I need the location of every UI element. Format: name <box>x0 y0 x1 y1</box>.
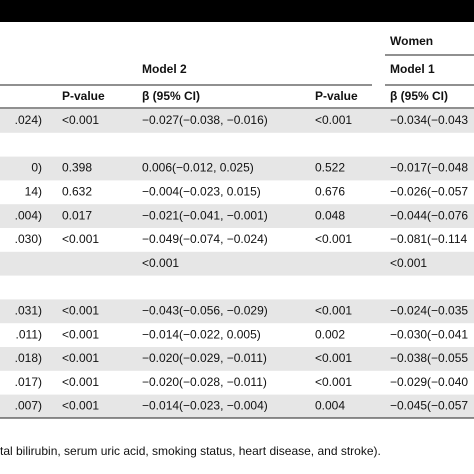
row-shade <box>0 251 474 276</box>
cell: −0.038(−0.055 <box>390 351 468 365</box>
cell: .011) <box>16 327 42 341</box>
cell: −0.044(−0.076 <box>390 208 468 222</box>
cell: .031) <box>15 303 42 317</box>
table-body: .024) <0.001 −0.027(−0.038, −0.016) <0.001 −… <box>0 109 474 419</box>
model-header: Model 1 <box>390 62 435 76</box>
group-header: Women <box>390 34 433 48</box>
cell: 0.398 <box>62 161 92 175</box>
cell: .004) <box>15 208 42 222</box>
cell: .018) <box>15 351 42 365</box>
cell: <0.001 <box>315 351 352 365</box>
cell: −0.014(−0.022, 0.005) <box>142 327 261 341</box>
row-shade <box>0 109 474 133</box>
cell: 0) <box>31 161 42 175</box>
cell: .030) <box>15 232 42 246</box>
cell: 0.522 <box>315 161 345 175</box>
cell: <0.001 <box>142 256 179 270</box>
cell: <0.001 <box>62 399 99 413</box>
column-header: P-value <box>315 89 358 103</box>
row-shade <box>0 347 474 371</box>
cell: −0.024(−0.035 <box>390 303 468 317</box>
cell: .007) <box>15 399 42 413</box>
cell: −0.026(−0.057 <box>390 184 468 198</box>
column-header: β (95% CI) <box>142 89 200 103</box>
top-bar <box>0 0 474 22</box>
model-header: Model 2 <box>142 62 187 76</box>
cell: <0.001 <box>315 375 352 389</box>
cell: <0.001 <box>315 113 352 127</box>
cell: −0.020(−0.029, −0.011) <box>142 351 267 365</box>
cell: −0.049(−0.074, −0.024) <box>142 232 268 246</box>
cell: 0.632 <box>62 184 92 198</box>
cell: −0.034(−0.043 <box>390 113 468 127</box>
row-shade <box>0 156 474 181</box>
column-header: β (95% CI) <box>390 89 448 103</box>
cell: −0.029(−0.040 <box>390 375 468 389</box>
cell: <0.001 <box>62 303 99 317</box>
cell: −0.021(−0.041, −0.001) <box>142 208 268 222</box>
row-shade <box>0 299 474 324</box>
cell: <0.001 <box>62 351 99 365</box>
cell: −0.017(−0.048 <box>390 161 468 175</box>
cell: <0.001 <box>315 232 352 246</box>
cell: 0.017 <box>62 208 92 222</box>
cell: −0.020(−0.028, −0.011) <box>142 375 267 389</box>
cell: <0.001 <box>62 375 99 389</box>
cell: 14) <box>25 184 42 198</box>
footnote: tal bilirubin, serum uric acid, smoking … <box>0 444 381 458</box>
cell: <0.001 <box>62 232 99 246</box>
row-shade <box>0 394 474 419</box>
cell: 0.006(−0.012, 0.025) <box>142 161 254 175</box>
cell: −0.027(−0.038, −0.016) <box>142 113 268 127</box>
row-shade <box>0 204 474 228</box>
cell: 0.048 <box>315 208 345 222</box>
cell: 0.004 <box>315 399 345 413</box>
cell: .017) <box>15 375 42 389</box>
cell: <0.001 <box>62 327 99 341</box>
cell: <0.001 <box>315 303 352 317</box>
cell: −0.030(−0.041 <box>390 327 468 341</box>
cell: −0.043(−0.056, −0.029) <box>142 303 268 317</box>
cell: −0.045(−0.057 <box>390 399 468 413</box>
column-header: P-value <box>62 89 105 103</box>
cell: <0.001 <box>390 256 427 270</box>
cell: .024) <box>15 113 42 127</box>
cell: 0.676 <box>315 184 345 198</box>
cell: −0.014(−0.023, −0.004) <box>142 399 268 413</box>
cell: 0.002 <box>315 327 345 341</box>
cell: −0.081(−0.114 <box>390 232 468 246</box>
cell: <0.001 <box>62 113 99 127</box>
cell: −0.004(−0.023, 0.015) <box>142 184 261 198</box>
